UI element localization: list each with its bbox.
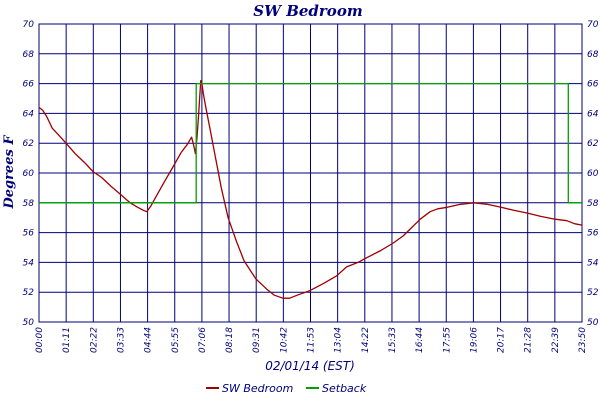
x-tick-label: 23:50 bbox=[578, 327, 588, 353]
x-tick-label: 00:00 bbox=[35, 327, 45, 353]
x-tick-label: 11:53 bbox=[307, 327, 317, 353]
setback-series-line bbox=[39, 82, 582, 204]
y-tick-label-left: 60 bbox=[23, 169, 35, 179]
y-tick-label-left: 62 bbox=[23, 139, 35, 149]
y-tick-label-right: 54 bbox=[587, 258, 599, 268]
y-tick-label-left: 54 bbox=[23, 258, 35, 268]
x-tick-label: 09:31 bbox=[252, 327, 262, 353]
series-lines bbox=[38, 79, 583, 299]
x-tick-label: 03:33 bbox=[116, 327, 126, 353]
x-tick-label: 02:22 bbox=[89, 327, 99, 353]
sw-bedroom-series-line bbox=[38, 79, 583, 299]
legend: SW Bedroom Setback bbox=[206, 382, 367, 395]
chart-title: SW Bedroom bbox=[253, 2, 362, 20]
y-tick-label-left: 64 bbox=[23, 109, 35, 119]
y-tick-label-left: 58 bbox=[23, 199, 35, 209]
y-tick-label-right: 66 bbox=[587, 80, 599, 90]
y-tick-label-left: 68 bbox=[23, 50, 35, 60]
x-tick-label: 22:39 bbox=[551, 327, 561, 353]
x-tick-label: 01:11 bbox=[62, 327, 72, 353]
y-tick-label-right: 60 bbox=[587, 169, 599, 179]
legend-label-sw-bedroom: SW Bedroom bbox=[222, 382, 293, 395]
y-tick-label-right: 62 bbox=[587, 139, 599, 149]
x-tick-label: 17:55 bbox=[442, 327, 452, 353]
x-tick-label: 10:42 bbox=[279, 327, 289, 353]
y-tick-label-left: 70 bbox=[23, 20, 35, 30]
x-tick-label: 16:44 bbox=[415, 327, 425, 353]
y-tick-label-right: 68 bbox=[587, 50, 599, 60]
y-tick-label-right: 52 bbox=[587, 288, 599, 298]
y-axis-label: Degrees F bbox=[2, 135, 17, 210]
legend-label-setback: Setback bbox=[322, 382, 367, 395]
x-tick-label: 04:44 bbox=[144, 327, 154, 353]
x-tick-label: 21:28 bbox=[524, 327, 534, 353]
y-tick-label-right: 50 bbox=[587, 318, 599, 328]
y-tick-label-left: 66 bbox=[23, 80, 35, 90]
y-tick-label-right: 58 bbox=[587, 199, 599, 209]
y-tick-label-left: 50 bbox=[23, 318, 35, 328]
x-tick-label: 20:17 bbox=[497, 327, 507, 353]
x-tick-label: 07:06 bbox=[198, 327, 208, 353]
x-tick-label: 15:33 bbox=[388, 327, 398, 353]
y-tick-label-left: 52 bbox=[23, 288, 35, 298]
y-tick-label-right: 64 bbox=[587, 109, 599, 119]
y-tick-label-right: 70 bbox=[587, 20, 599, 30]
y-tick-label-left: 56 bbox=[23, 229, 35, 239]
x-tick-label: 14:22 bbox=[361, 327, 371, 353]
x-tick-label: 05:55 bbox=[171, 327, 181, 353]
tick-labels: 50 50 52 52 54 54 56 56 58 58 60 60 62 62 64 64 66 66 68 68… bbox=[23, 20, 599, 353]
grid bbox=[38, 23, 583, 323]
y-tick-label-right: 56 bbox=[587, 229, 599, 239]
x-tick-label: 13:04 bbox=[334, 327, 344, 353]
x-axis-label: 02/01/14 (EST) bbox=[265, 359, 355, 373]
x-tick-label: 19:06 bbox=[469, 327, 479, 353]
x-tick-label: 08:18 bbox=[225, 327, 235, 353]
